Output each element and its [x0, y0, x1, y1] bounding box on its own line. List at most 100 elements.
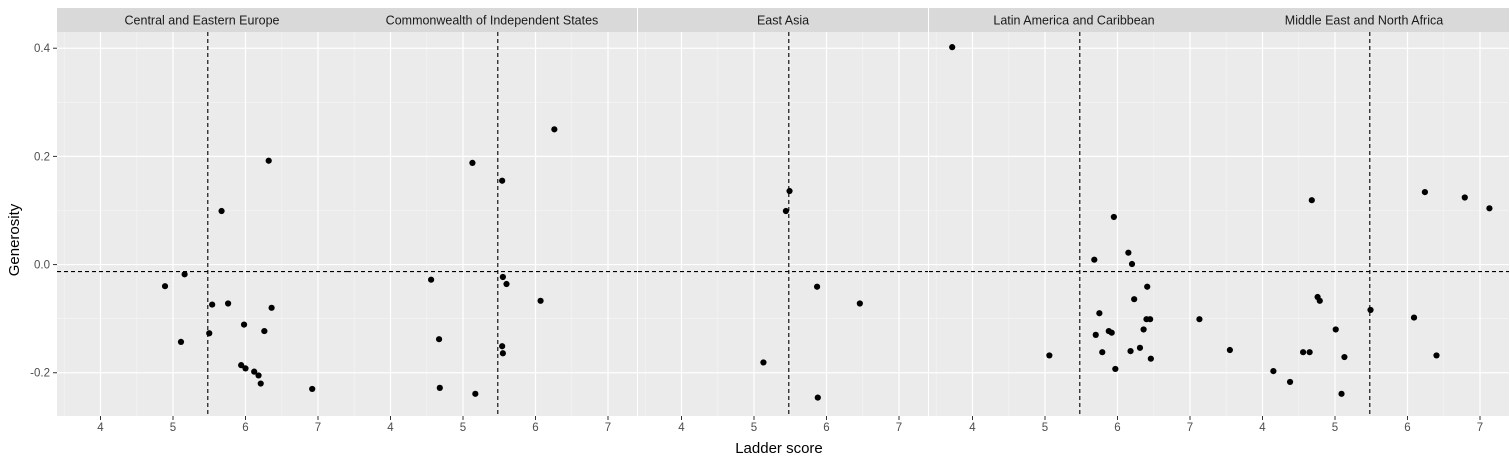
- data-point: [499, 177, 506, 184]
- data-point: [1486, 205, 1493, 212]
- data-point: [161, 283, 169, 290]
- data-point: [181, 271, 188, 278]
- data-point: [813, 283, 821, 290]
- data-point: [1461, 194, 1468, 201]
- panel-background: [57, 32, 347, 416]
- data-point: [1332, 326, 1339, 333]
- data-point: [1316, 297, 1323, 304]
- panel-background: [1219, 32, 1509, 416]
- data-point: [782, 207, 790, 215]
- facet-strip-label: Middle East and North Africa: [1285, 14, 1443, 28]
- y-axis-title: Generosity: [6, 203, 23, 276]
- data-point: [1091, 256, 1098, 263]
- data-point: [1136, 344, 1144, 351]
- data-point: [1226, 346, 1233, 354]
- facet-strip: [929, 8, 1219, 32]
- data-point: [218, 207, 225, 215]
- data-point: [251, 368, 258, 375]
- data-point: [261, 327, 268, 335]
- data-point: [786, 187, 793, 195]
- x-tick-label: 7: [1187, 422, 1193, 434]
- data-point: [1125, 249, 1132, 256]
- x-tick-label: 4: [1259, 422, 1266, 434]
- data-point: [1131, 296, 1138, 303]
- data-point: [1341, 353, 1348, 361]
- data-point: [1306, 349, 1313, 356]
- x-tick-label: 5: [460, 422, 466, 434]
- data-point: [499, 273, 506, 281]
- facet-strip-label: Latin America and Caribbean: [993, 14, 1154, 28]
- data-point: [760, 359, 767, 366]
- x-tick-label: 7: [605, 422, 611, 434]
- data-point: [537, 297, 544, 304]
- data-point: [268, 304, 275, 311]
- data-point: [856, 300, 863, 307]
- data-point: [499, 343, 506, 350]
- data-point: [469, 159, 476, 166]
- data-point: [257, 380, 264, 387]
- data-point: [1144, 283, 1151, 290]
- x-tick-label: 4: [387, 422, 394, 434]
- data-point: [238, 362, 245, 369]
- data-point: [265, 157, 272, 164]
- data-point: [1410, 314, 1418, 321]
- data-point: [1127, 347, 1134, 355]
- facet-strip: [57, 8, 347, 32]
- facet-panel: Middle East and North Africa 4 5 6 7: [1219, 8, 1509, 434]
- facet-strip-label: East Asia: [757, 14, 809, 28]
- data-point: [1286, 378, 1294, 386]
- data-point: [551, 126, 558, 133]
- panel-background: [929, 32, 1219, 416]
- x-tick-label: 7: [1477, 422, 1483, 434]
- data-point: [309, 385, 316, 393]
- data-point: [225, 300, 232, 307]
- data-point: [1270, 368, 1277, 375]
- x-tick-label: 4: [678, 422, 685, 434]
- data-point: [1367, 306, 1374, 314]
- facet-strip: [1219, 8, 1509, 32]
- data-point: [435, 336, 443, 343]
- data-point: [1421, 188, 1428, 196]
- facet-panel: Latin America and Caribbean 4 5 6 7: [929, 8, 1219, 434]
- data-point: [1308, 197, 1315, 204]
- data-point: [436, 384, 443, 391]
- data-point: [1140, 326, 1147, 333]
- data-point: [209, 301, 216, 308]
- x-tick-label: 6: [1114, 422, 1120, 434]
- facet-strip-label: Commonwealth of Independent States: [386, 14, 599, 28]
- data-point: [1147, 316, 1154, 323]
- data-point: [1433, 352, 1440, 359]
- x-tick-label: 6: [532, 422, 538, 434]
- facet-strip-label: Central and Eastern Europe: [125, 14, 280, 28]
- x-tick-label: 6: [1404, 422, 1410, 434]
- data-point: [428, 276, 435, 283]
- y-tick-label: 0.0: [34, 260, 50, 272]
- y-tick-label: 0.4: [34, 43, 51, 55]
- x-tick-label: 4: [97, 422, 104, 434]
- data-point: [1300, 349, 1307, 356]
- data-point: [1096, 310, 1103, 317]
- data-point: [242, 365, 249, 372]
- x-axis-title: Ladder score: [735, 440, 823, 457]
- facet-panel: East Asia 4 5 6 7: [638, 8, 928, 434]
- data-point: [177, 338, 185, 346]
- data-point: [1128, 260, 1136, 268]
- data-point: [1108, 329, 1115, 336]
- facet-strip: [638, 8, 928, 32]
- data-point: [503, 280, 510, 288]
- x-tick-label: 6: [823, 422, 829, 434]
- x-tick-label: 5: [1042, 422, 1048, 434]
- x-tick-label: 5: [1332, 422, 1338, 434]
- x-tick-label: 7: [896, 422, 902, 434]
- x-tick-label: 5: [751, 422, 757, 434]
- data-point: [1099, 349, 1106, 356]
- data-point: [1110, 213, 1117, 221]
- data-point: [472, 390, 479, 397]
- facet-panel: Central and Eastern Europe 4 5 6 7: [57, 8, 347, 434]
- data-point: [1147, 355, 1154, 362]
- data-point: [255, 372, 262, 379]
- data-point: [949, 44, 956, 51]
- data-point: [814, 394, 821, 401]
